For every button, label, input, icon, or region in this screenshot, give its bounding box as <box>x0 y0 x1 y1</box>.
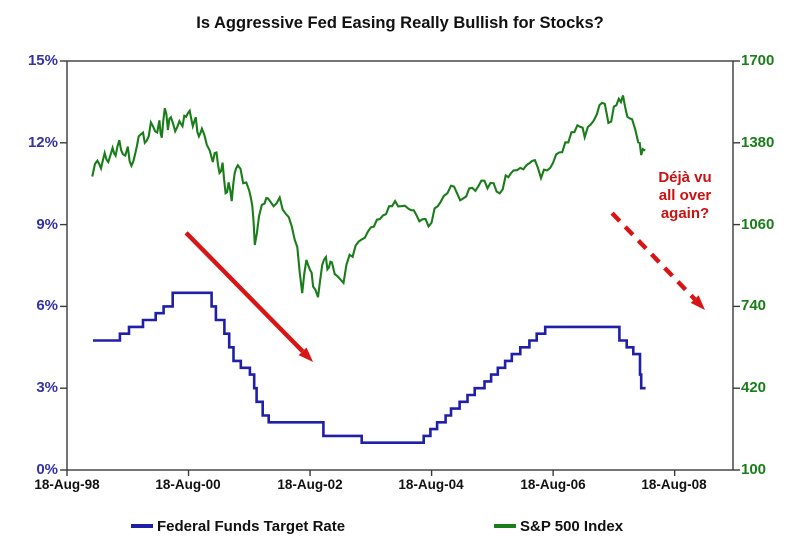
right-axis-tick-label: 1700 <box>741 52 775 69</box>
chart-title: Is Aggressive Fed Easing Really Bullish … <box>196 14 604 32</box>
x-axis-tick-label: 18-Aug-04 <box>398 477 464 492</box>
right-axis-tick-label: 100 <box>741 461 767 478</box>
x-axis-tick-label: 18-Aug-06 <box>520 477 586 492</box>
annotation-line: again? <box>660 205 710 222</box>
x-axis-tick-label: 18-Aug-00 <box>155 477 221 492</box>
legend-item-fed-funds: Federal Funds Target Rate <box>131 514 345 538</box>
chart-legend: Federal Funds Target Rate S&P 500 Index <box>0 514 800 538</box>
right-axis-tick-label: 1380 <box>741 134 775 151</box>
x-axis-tick-label: 18-Aug-08 <box>641 477 707 492</box>
left-axis-tick-label: 0% <box>36 461 58 478</box>
left-axis-tick-label: 12% <box>27 134 58 151</box>
x-axis-tick-label: 18-Aug-02 <box>277 477 343 492</box>
right-axis-tick-label: 1060 <box>741 216 775 233</box>
legend-label: Federal Funds Target Rate <box>157 517 346 535</box>
x-axis-tick-label: 18-Aug-98 <box>34 477 100 492</box>
legend-label: S&P 500 Index <box>520 517 624 535</box>
annotation-line: Déjà vu <box>658 169 712 186</box>
deja-vu-annotation: Déjà vu all over again? <box>633 169 737 223</box>
fed-funds-line-swatch-icon <box>131 524 153 528</box>
left-axis-tick-label: 15% <box>27 52 58 69</box>
left-axis-tick-label: 6% <box>36 297 58 314</box>
left-axis-tick-label: 3% <box>36 379 58 396</box>
annotation-line: all over <box>658 187 712 204</box>
sp500-line-swatch-icon <box>494 524 516 528</box>
right-axis-tick-label: 740 <box>741 297 767 314</box>
right-axis-tick-label: 420 <box>741 379 767 396</box>
left-axis-tick-label: 9% <box>36 216 58 233</box>
legend-item-sp500: S&P 500 Index <box>494 514 623 538</box>
